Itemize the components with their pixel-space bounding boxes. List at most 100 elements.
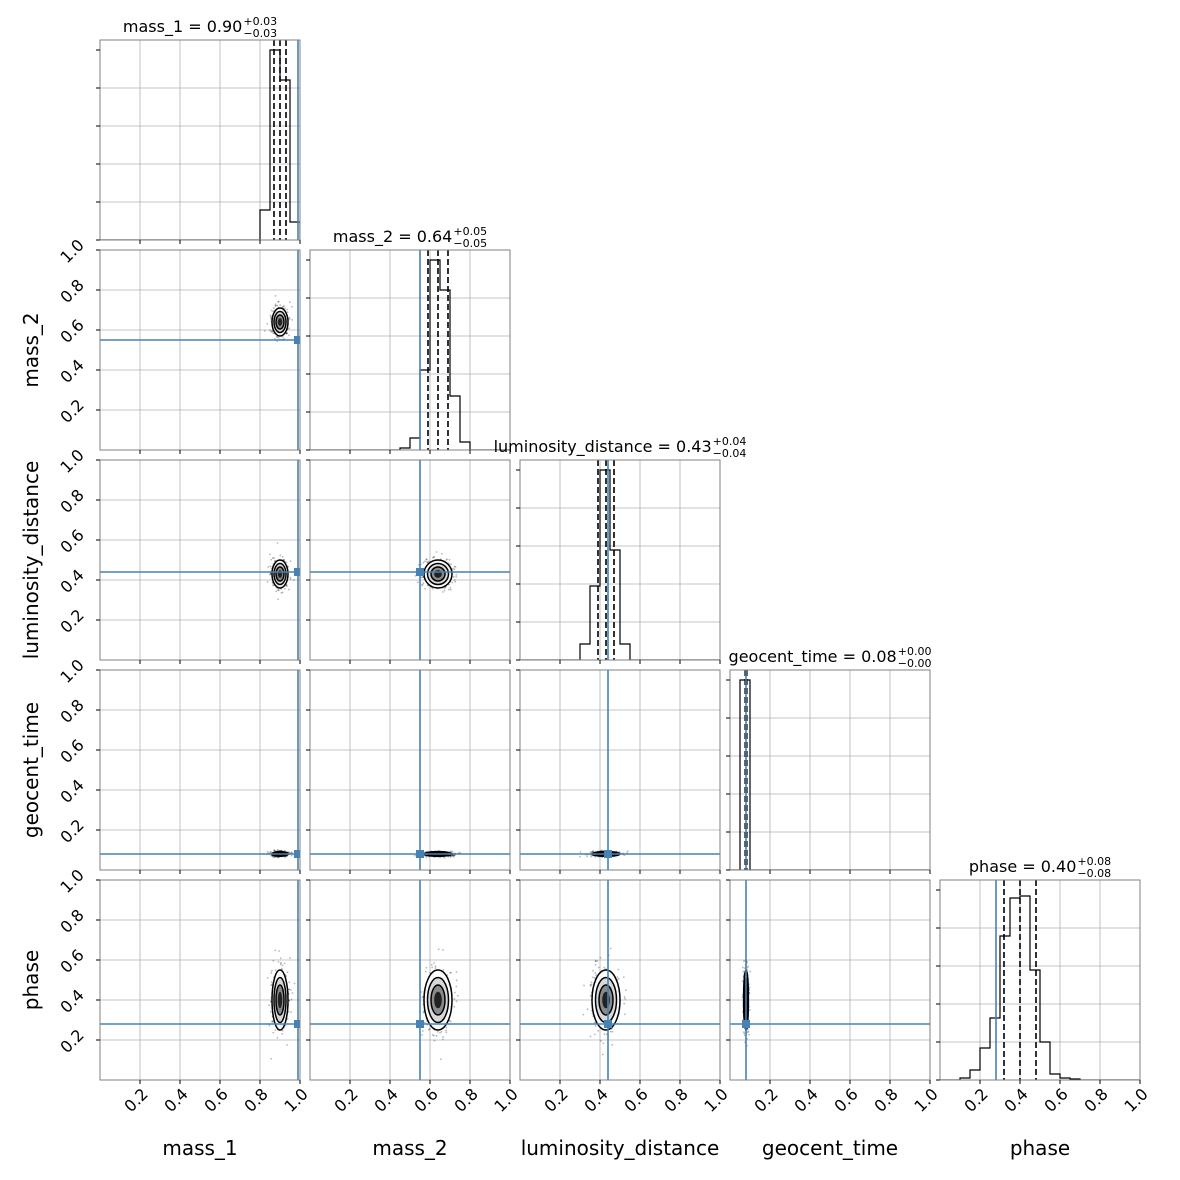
sample-point (437, 948, 440, 951)
sample-point (288, 301, 291, 304)
y-tick-label: 0.6 (56, 315, 87, 346)
sample-point (273, 557, 276, 560)
sample-point (288, 318, 291, 320)
sample-point (582, 1013, 585, 1016)
sample-point (274, 303, 277, 306)
plot-area (520, 880, 720, 1080)
sample-point (439, 1032, 441, 1034)
sample-point (589, 994, 592, 997)
sample-point (277, 300, 280, 303)
sample-point (431, 966, 434, 969)
injection-marker (294, 850, 300, 858)
sample-point (277, 960, 280, 963)
y-tick-label: 0.4 (56, 565, 87, 596)
sample-point (290, 851, 293, 854)
sample-point (425, 856, 428, 859)
title-main: luminosity_distance = 0.43 (494, 437, 712, 457)
sample-point (742, 970, 745, 973)
panel-frame (519, 459, 721, 661)
sample-point (450, 971, 452, 974)
sample-point (741, 980, 744, 983)
sample-point (449, 586, 452, 589)
sample-point (594, 960, 597, 962)
sample-point (288, 334, 290, 337)
sample-point (594, 972, 597, 974)
sample-point (611, 1030, 614, 1033)
panel-frame (99, 249, 301, 451)
sample-point (274, 949, 277, 952)
sample-point (285, 332, 288, 335)
sample-point (586, 1008, 589, 1011)
plot-area (730, 880, 930, 1080)
sample-point (748, 1033, 751, 1036)
sample-point (270, 558, 273, 561)
title-main: geocent_time = 0.08 (729, 647, 897, 667)
sample-point (443, 587, 446, 589)
sample-point (276, 304, 279, 307)
histogram-geocent_time (730, 679, 930, 870)
panel-geocent_time-vs-phase (726, 879, 931, 1084)
sample-point (453, 565, 456, 568)
y-tick-label: 1.0 (56, 865, 87, 896)
sample-point (594, 1025, 597, 1027)
y-tick-label: 0.8 (56, 485, 87, 516)
sample-point (270, 309, 273, 312)
sample-point (288, 316, 291, 319)
sample-point (453, 579, 456, 581)
sample-point (286, 332, 289, 334)
sample-point (455, 576, 458, 578)
sample-point (749, 1009, 751, 1011)
sample-point (288, 988, 290, 991)
sample-point (269, 572, 272, 575)
sample-point (432, 556, 435, 559)
sample-point (288, 588, 290, 591)
sample-point (435, 551, 438, 553)
sample-point (272, 856, 274, 858)
y-axis-label-phase: phase (19, 950, 43, 1010)
plot-area (310, 880, 510, 1080)
sample-point (579, 851, 582, 853)
title-plus: +0.00 (898, 645, 932, 658)
x-tick-label: 0.2 (750, 1084, 781, 1115)
y-axis-label-geocent_time: geocent_time (19, 702, 43, 838)
sample-point (266, 580, 269, 583)
plot-area (520, 460, 720, 660)
panel-frame (519, 879, 721, 1081)
y-tick-label: 1.0 (56, 655, 87, 686)
sample-point (425, 966, 428, 969)
sample-point (455, 1000, 458, 1003)
plot-area (940, 880, 1140, 1080)
sample-point (442, 1036, 444, 1038)
panel-frame (99, 459, 301, 661)
sample-point (267, 566, 270, 568)
sample-point (288, 851, 291, 854)
x-tick-label: 0.8 (450, 1084, 481, 1115)
y-tick-label: 0.2 (56, 395, 87, 426)
x-tick-label: 0.4 (160, 1084, 191, 1115)
x-tick-label: 0.2 (540, 1084, 571, 1115)
y-axis-label-luminosity_distance: luminosity_distance (19, 461, 43, 660)
sample-point (269, 850, 272, 853)
injection-marker (604, 1020, 612, 1028)
sample-point (452, 575, 455, 578)
sample-point (616, 976, 619, 979)
injection-marker (294, 336, 300, 344)
panel-luminosity_distance-vs-phase (516, 879, 721, 1084)
sample-point (451, 855, 454, 857)
sample-point (271, 330, 273, 332)
injection-marker (416, 1020, 424, 1028)
sample-point (597, 1029, 600, 1032)
sample-point (290, 854, 293, 857)
sample-point (424, 560, 426, 563)
plot-area (100, 40, 300, 240)
sample-point (271, 1020, 274, 1023)
panel-frame (309, 459, 511, 661)
title-plus: +0.04 (713, 435, 747, 448)
sample-point (281, 591, 284, 594)
sample-point (288, 999, 291, 1002)
sample-point (268, 1004, 271, 1007)
sample-point (600, 849, 603, 852)
diag-panel-mass_2 (306, 249, 511, 454)
sample-point (270, 317, 272, 319)
sample-point (445, 1026, 448, 1029)
